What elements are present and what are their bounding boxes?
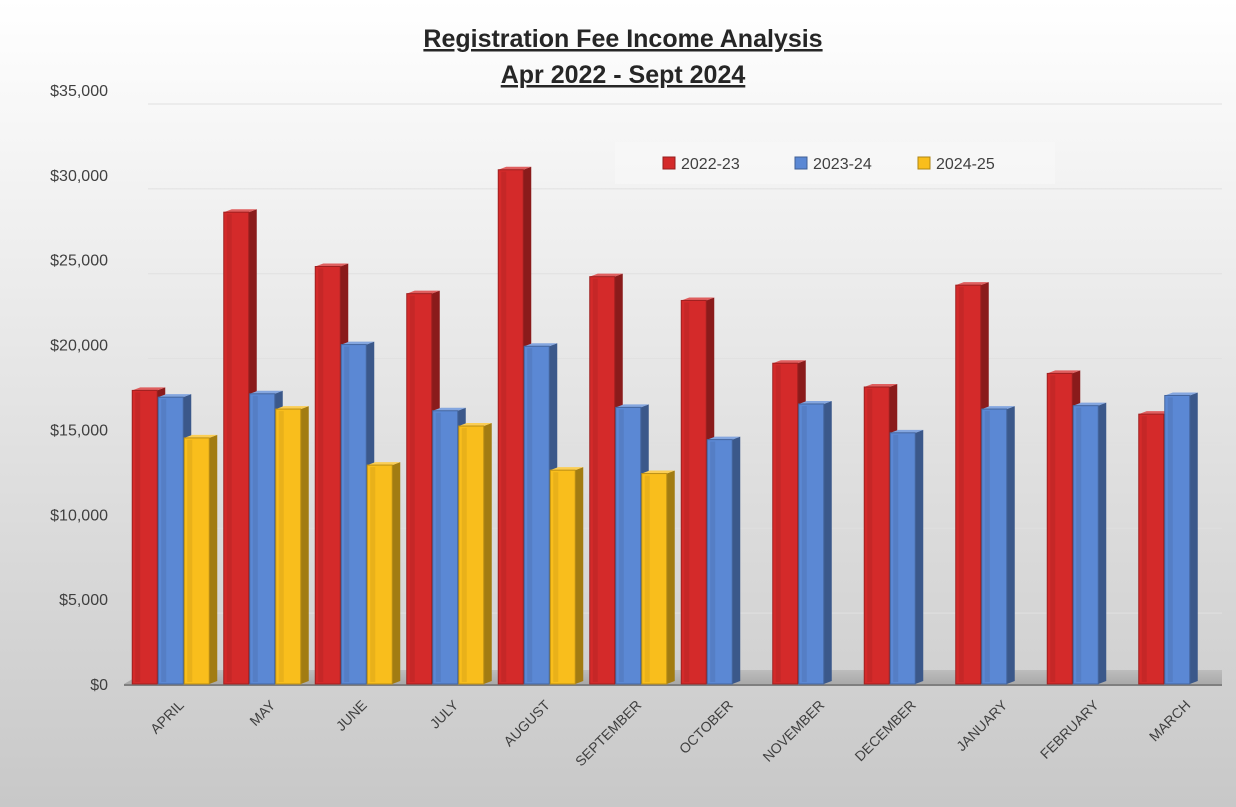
y-tick-label: $15,000 [50,422,108,439]
y-tick-label: $20,000 [50,338,108,355]
bar [798,400,832,685]
legend-item: 2024-25 [917,156,995,173]
bar [549,467,584,685]
y-tick-label: $35,000 [50,83,108,100]
y-axis: $0 $5,000 $10,000 $15,000 $20,000 $25,000 $30,… [50,83,108,694]
legend-box [615,142,1055,184]
bar [889,429,924,685]
bar [1164,392,1198,685]
chart-subtitle: Apr 2022 - Sept 2024 [501,61,746,89]
bar [458,423,492,685]
bar [183,434,218,685]
y-tick-label: $25,000 [50,253,108,270]
bar [706,436,741,685]
bars [131,166,1198,685]
bar [366,462,401,685]
legend-item: 2022-23 [662,156,740,173]
chart-title: Registration Fee Income Analysis [423,25,822,53]
legend-label: 2023-24 [813,156,872,173]
bar [641,470,675,685]
legend: 2022-23 2023-24 2024-25 [615,142,1055,184]
y-tick-label: $30,000 [50,168,108,185]
y-tick-label: $0 [90,677,108,694]
bar [1072,402,1107,685]
y-tick-label: $5,000 [59,592,108,609]
bar [275,406,309,685]
legend-item: 2023-24 [794,156,872,173]
legend-label: 2022-23 [681,156,740,173]
bar [981,406,1015,685]
legend-label: 2024-25 [936,156,995,173]
y-tick-label: $10,000 [50,507,108,524]
bar [523,343,558,685]
